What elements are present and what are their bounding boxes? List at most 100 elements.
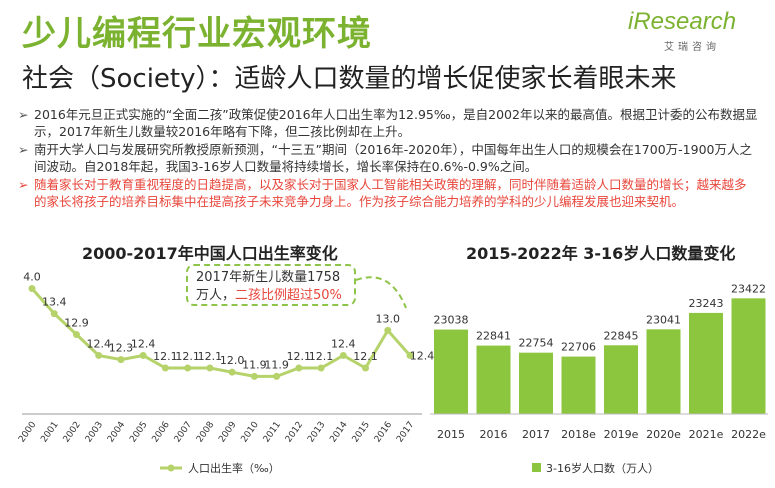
callout-highlight: 二孩比例超过50% bbox=[235, 288, 342, 303]
logo-brand-cn: 艾瑞咨询 bbox=[664, 42, 720, 53]
data-point bbox=[161, 364, 169, 372]
x-tick-label: 2012 bbox=[284, 420, 305, 444]
callout-connector bbox=[355, 276, 407, 309]
data-point bbox=[95, 351, 103, 359]
x-tick-label: 2017 bbox=[395, 420, 416, 444]
bullet-text: 南开大学人口与发展研究所教授原新预测，“十三五”期间（2016年-2020年），… bbox=[34, 142, 752, 174]
data-label: 22754 bbox=[519, 337, 554, 350]
data-label: 23243 bbox=[689, 297, 724, 310]
data-label: 4.0 bbox=[23, 271, 41, 284]
data-point bbox=[72, 331, 80, 339]
bar bbox=[476, 345, 511, 414]
data-label: 12.4 bbox=[410, 349, 435, 362]
data-point bbox=[339, 351, 347, 359]
bar bbox=[434, 329, 468, 414]
bar bbox=[604, 345, 638, 414]
data-label: 12.1 bbox=[309, 350, 334, 363]
data-label: 23041 bbox=[646, 313, 681, 326]
x-tick-label: 2016 bbox=[373, 420, 394, 445]
bullet-list: ➢ 2016年元旦正式实施的“全面二孩”政策促使2016年人口出生率为12.95… bbox=[18, 106, 758, 211]
bullet-item: ➢ 南开大学人口与发展研究所教授原新预测，“十三五”期间（2016年-2020年… bbox=[18, 141, 758, 175]
data-label: 12.4 bbox=[131, 337, 156, 350]
callout-box: 2017年新生儿数量1758 万人，二孩比例超过50% bbox=[186, 264, 356, 306]
x-tick-label: 2010 bbox=[239, 420, 260, 445]
x-tick-label: 2006 bbox=[151, 420, 172, 445]
iresearch-logo: iResearch 艾瑞咨询 bbox=[628, 8, 756, 58]
x-tick-label: 2019e bbox=[604, 428, 639, 441]
x-tick-label: 2015 bbox=[351, 420, 372, 444]
data-point bbox=[228, 368, 236, 376]
bullet-text: 2016年元旦正式实施的“全面二孩”政策促使2016年人口出生率为12.95‰，… bbox=[34, 107, 758, 139]
data-point bbox=[184, 364, 192, 372]
bar bbox=[731, 298, 766, 414]
bullet-item: ➢ 2016年元旦正式实施的“全面二孩”政策促使2016年人口出生率为12.95… bbox=[18, 106, 758, 140]
data-label: 12.1 bbox=[175, 350, 200, 363]
bar bbox=[561, 356, 596, 414]
data-label: 12.0 bbox=[220, 354, 245, 367]
bar-chart-title: 2015-2022年 3-16岁人口数量变化 bbox=[466, 244, 736, 263]
data-point bbox=[406, 351, 414, 359]
data-point bbox=[206, 364, 214, 372]
x-tick-label: 2016 bbox=[480, 428, 508, 441]
data-label: 12.1 bbox=[153, 350, 178, 363]
callout-line1: 2017年新生儿数量1758 bbox=[196, 270, 341, 285]
data-label: 12.1 bbox=[287, 350, 312, 363]
bar bbox=[689, 312, 723, 414]
birth-rate-line-chart: 4.0 2000 13.4 2001 12.9 2002 12.4 2003 12.3 2004 1… bbox=[17, 271, 435, 475]
logo-brand: iResearch bbox=[628, 8, 737, 35]
data-label: 13.4 bbox=[42, 296, 67, 309]
x-tick-label: 2005 bbox=[128, 420, 149, 444]
page-title: 少儿编程行业宏观环境 bbox=[22, 14, 372, 54]
x-tick-label: 2017 bbox=[522, 428, 550, 441]
line-chart-title: 2000-2017年中国人口出生率变化 bbox=[82, 244, 338, 263]
data-point bbox=[50, 310, 58, 318]
legend-label: 人口出生率（‰） bbox=[188, 461, 280, 475]
data-point bbox=[250, 372, 258, 380]
x-tick-label: 2003 bbox=[84, 420, 105, 444]
x-tick-label: 2020e bbox=[646, 428, 681, 441]
data-label: 22841 bbox=[476, 330, 511, 343]
bullet-arrow-icon: ➢ bbox=[18, 142, 29, 157]
x-tick-label: 2004 bbox=[106, 420, 127, 445]
x-tick-label: 2009 bbox=[217, 420, 238, 445]
bullet-arrow-icon: ➢ bbox=[18, 107, 29, 122]
x-tick-label: 2015 bbox=[437, 428, 465, 441]
data-point bbox=[384, 326, 392, 334]
bar bbox=[519, 352, 553, 414]
data-point bbox=[362, 364, 370, 372]
data-label: 22845 bbox=[604, 329, 639, 342]
data-label: 11.9 bbox=[264, 358, 289, 371]
data-label: 12.3 bbox=[109, 342, 134, 355]
legend-label: 3-16岁人口数（万人） bbox=[546, 461, 659, 475]
data-point bbox=[295, 364, 303, 372]
legend-marker bbox=[167, 464, 175, 472]
data-label: 13.0 bbox=[376, 312, 401, 325]
x-tick-label: 2011 bbox=[262, 420, 283, 444]
data-label: 23422 bbox=[731, 282, 766, 295]
x-tick-label: 2008 bbox=[195, 420, 216, 445]
data-label: 22706 bbox=[561, 341, 596, 354]
data-label: 12.9 bbox=[64, 317, 89, 330]
data-point bbox=[117, 356, 125, 364]
callout-text: 万人， bbox=[196, 288, 236, 303]
data-label: 12.4 bbox=[86, 337, 111, 350]
population-bar-chart: 23038 2015 22841 2016 22754 2017 22706 2018e 228… bbox=[430, 282, 768, 475]
bullet-arrow-icon: ➢ bbox=[18, 177, 29, 192]
callout-line2: 万人，二孩比例超过50% bbox=[196, 287, 346, 305]
data-label: 12.1 bbox=[353, 350, 378, 363]
data-point bbox=[28, 285, 36, 293]
x-tick-label: 2014 bbox=[328, 420, 349, 445]
data-label: 12.4 bbox=[331, 337, 356, 350]
x-tick-label: 2001 bbox=[39, 420, 60, 444]
data-point bbox=[139, 351, 147, 359]
x-tick-label: 2000 bbox=[17, 420, 38, 445]
x-tick-label: 2022e bbox=[731, 428, 766, 441]
x-tick-label: 2013 bbox=[306, 420, 327, 444]
data-point bbox=[317, 364, 325, 372]
legend-swatch bbox=[532, 463, 541, 472]
x-tick-label: 2002 bbox=[62, 420, 83, 444]
x-tick-label: 2021e bbox=[689, 428, 724, 441]
line-series-birth-rate bbox=[30, 287, 412, 378]
bullet-item-highlight: ➢ 随着家长对于教育重视程度的日趋提高，以及家长对于国家人工智能相关政策的理解，… bbox=[18, 176, 758, 210]
page-subtitle: 社会（Society）：适龄人口数量的增长促使家长着眼未来 bbox=[22, 64, 677, 94]
